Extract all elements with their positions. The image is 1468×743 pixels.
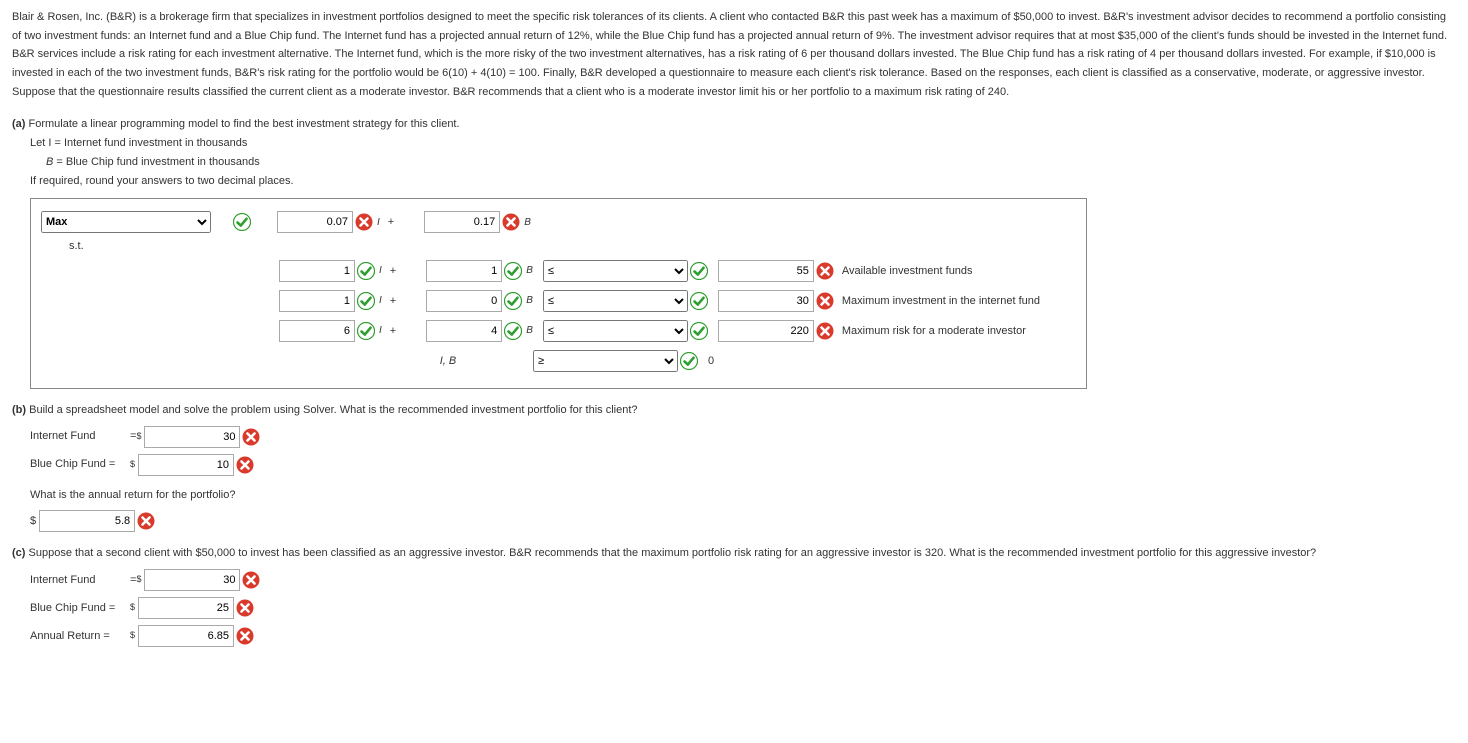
part-c: (c) Suppose that a second client with $5…: [12, 544, 1456, 647]
c3-label: Maximum risk for a moderate investor: [842, 322, 1026, 341]
x-icon: [137, 512, 155, 530]
c3-op[interactable]: ≤: [543, 320, 688, 342]
part-b: (b) Build a spreadsheet model and solve …: [12, 401, 1456, 532]
check-icon: [690, 322, 708, 340]
c3-rhs[interactable]: [718, 320, 814, 342]
x-icon: [236, 599, 254, 617]
c2-coef-b[interactable]: [426, 290, 502, 312]
part-a-prompt: Formulate a linear programming model to …: [29, 118, 460, 130]
part-c-label: (c): [12, 547, 25, 559]
constraint-row-2: I + B ≤ Maximum investment in the intern…: [41, 286, 1076, 316]
c-bluechip-row: Blue Chip Fund = $: [30, 597, 1456, 619]
check-icon: [504, 322, 522, 340]
def-b: B = Blue Chip fund investment in thousan…: [46, 153, 1456, 172]
c1-coef-i[interactable]: [279, 260, 355, 282]
subject-to: s.t.: [69, 237, 1076, 256]
c-return-input[interactable]: [138, 625, 234, 647]
problem-statement: Blair & Rosen, Inc. (B&R) is a brokerage…: [12, 8, 1456, 101]
c3-coef-b[interactable]: [426, 320, 502, 342]
x-icon: [236, 627, 254, 645]
check-icon: [690, 262, 708, 280]
part-c-prompt: Suppose that a second client with $50,00…: [29, 547, 1317, 559]
objective-select[interactable]: Max: [41, 211, 211, 233]
b-q2: What is the annual return for the portfo…: [30, 486, 1456, 505]
b-internet-input[interactable]: [144, 426, 240, 448]
var-b: B: [524, 214, 531, 231]
check-icon: [233, 213, 251, 231]
x-icon: [236, 456, 254, 474]
part-b-prompt: Build a spreadsheet model and solve the …: [29, 404, 637, 416]
c2-coef-i[interactable]: [279, 290, 355, 312]
rounding-note: If required, round your answers to two d…: [30, 172, 1456, 191]
check-icon: [504, 262, 522, 280]
lp-formulation: Max I + B s.t. I + B ≤: [30, 198, 1087, 389]
check-icon: [357, 322, 375, 340]
check-icon: [357, 292, 375, 310]
c-return-row: Annual Return = $: [30, 625, 1456, 647]
c2-op[interactable]: ≤: [543, 290, 688, 312]
c2-rhs[interactable]: [718, 290, 814, 312]
c3-coef-i[interactable]: [279, 320, 355, 342]
nonneg-op[interactable]: ≥: [533, 350, 678, 372]
obj-coef-i[interactable]: [277, 211, 353, 233]
b-internet-row: Internet Fund = $: [30, 426, 1456, 448]
x-icon: [816, 292, 834, 310]
check-icon: [680, 352, 698, 370]
nonneg-vars: I, B: [409, 352, 487, 371]
c1-rhs[interactable]: [718, 260, 814, 282]
check-icon: [357, 262, 375, 280]
c2-label: Maximum investment in the internet fund: [842, 292, 1040, 311]
constraint-row-3: I + B ≤ Maximum risk for a moderate inve…: [41, 316, 1076, 346]
b-return-input[interactable]: [39, 510, 135, 532]
def-i: Let I = Internet fund investment in thou…: [30, 134, 1456, 153]
nonneg-row: I, B ≥ 0: [41, 346, 1076, 376]
constraint-row-1: I + B ≤ Available investment funds: [41, 256, 1076, 286]
b-bluechip-input[interactable]: [138, 454, 234, 476]
x-icon: [816, 322, 834, 340]
c-internet-input[interactable]: [144, 569, 240, 591]
b-bluechip-row: Blue Chip Fund = $: [30, 454, 1456, 476]
obj-coef-b[interactable]: [424, 211, 500, 233]
var-i: I: [377, 214, 380, 231]
c-internet-row: Internet Fund = $: [30, 569, 1456, 591]
part-a-label: (a): [12, 118, 25, 130]
objective-row: Max I + B: [41, 207, 1076, 237]
c1-op[interactable]: ≤: [543, 260, 688, 282]
c1-label: Available investment funds: [842, 262, 973, 281]
x-icon: [242, 428, 260, 446]
x-icon: [502, 213, 520, 231]
nonneg-rhs: 0: [708, 352, 714, 371]
b-return-row: $: [30, 510, 1456, 532]
check-icon: [504, 292, 522, 310]
part-b-label: (b): [12, 404, 26, 416]
x-icon: [816, 262, 834, 280]
x-icon: [355, 213, 373, 231]
c1-coef-b[interactable]: [426, 260, 502, 282]
c-bluechip-input[interactable]: [138, 597, 234, 619]
check-icon: [690, 292, 708, 310]
part-a: (a) Formulate a linear programming model…: [12, 115, 1456, 388]
x-icon: [242, 571, 260, 589]
